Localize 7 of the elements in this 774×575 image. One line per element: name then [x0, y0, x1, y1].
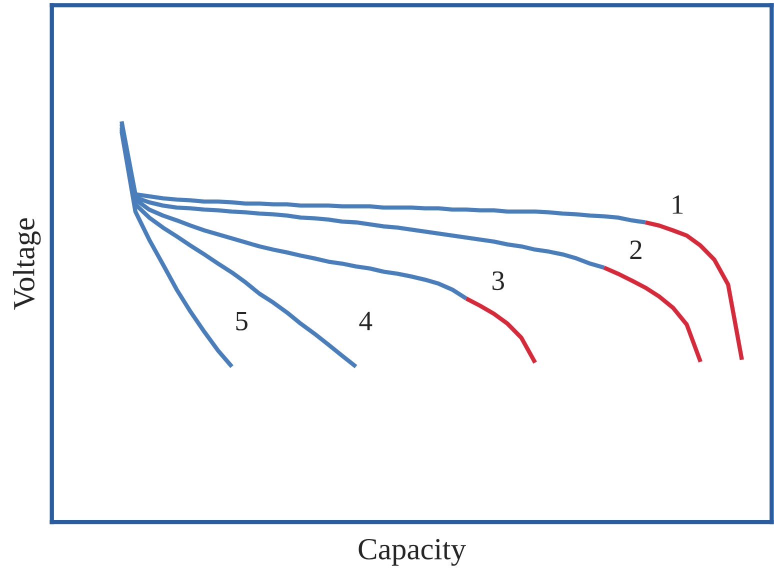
series-label: 4	[359, 312, 372, 330]
series-label: 5	[236, 312, 248, 330]
y-axis-title: Voltage	[12, 218, 41, 310]
x-axis-title: Capacity	[358, 538, 466, 566]
series-label: 2	[630, 240, 642, 259]
series-label: 1	[672, 195, 683, 214]
series-label: 3	[492, 271, 504, 290]
